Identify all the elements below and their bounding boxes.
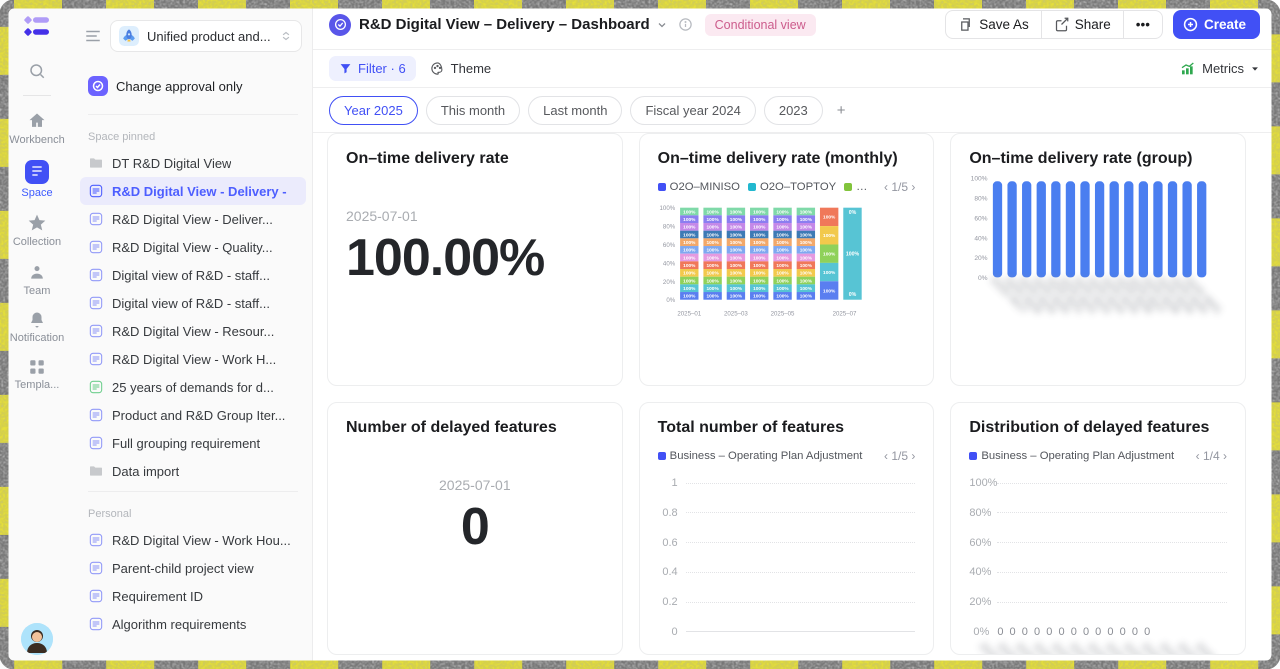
svg-text:100%: 100% (683, 225, 696, 231)
svg-text:100%: 100% (971, 176, 988, 183)
svg-text:100%: 100% (683, 294, 696, 300)
svg-text:100%: 100% (823, 288, 836, 294)
svg-text:100%: 100% (683, 209, 696, 215)
svg-text:100%: 100% (683, 232, 696, 238)
svg-text:100%: 100% (683, 217, 696, 223)
svg-text:100%: 100% (776, 217, 789, 223)
svg-text:20%: 20% (975, 255, 988, 262)
svg-text:100%: 100% (753, 286, 766, 292)
svg-text:100%: 100% (683, 278, 696, 284)
svg-text:100%: 100% (776, 286, 789, 292)
svg-text:100%: 100% (799, 263, 812, 269)
svg-text:80%: 80% (975, 196, 988, 203)
svg-text:100%: 100% (753, 209, 766, 215)
svg-text:100%: 100% (776, 232, 789, 238)
svg-text:100%: 100% (659, 205, 675, 212)
svg-text:100%: 100% (753, 255, 766, 261)
svg-text:100%: 100% (776, 263, 789, 269)
svg-text:100%: 100% (683, 271, 696, 277)
svg-text:100%: 100% (799, 286, 812, 292)
svg-text:100%: 100% (776, 225, 789, 231)
svg-text:100%: 100% (729, 217, 742, 223)
svg-text:100%: 100% (753, 294, 766, 300)
svg-text:100%: 100% (776, 209, 789, 215)
svg-text:100%: 100% (729, 286, 742, 292)
svg-text:100%: 100% (706, 209, 719, 215)
svg-text:100%: 100% (729, 248, 742, 254)
svg-text:100%: 100% (683, 248, 696, 254)
svg-text:100%: 100% (753, 232, 766, 238)
svg-text:100%: 100% (729, 278, 742, 284)
svg-text:100%: 100% (845, 252, 859, 258)
svg-text:100%: 100% (776, 278, 789, 284)
svg-text:40%: 40% (975, 235, 988, 242)
svg-text:100%: 100% (706, 217, 719, 223)
svg-text:100%: 100% (683, 255, 696, 261)
svg-text:100%: 100% (706, 240, 719, 246)
svg-text:0%: 0% (848, 292, 856, 298)
svg-text:60%: 60% (975, 215, 988, 222)
svg-text:2025–01: 2025–01 (677, 311, 701, 318)
svg-text:20%: 20% (663, 279, 676, 286)
svg-text:100%: 100% (729, 232, 742, 238)
svg-text:100%: 100% (823, 233, 836, 239)
svg-text:100%: 100% (729, 209, 742, 215)
svg-text:100%: 100% (729, 263, 742, 269)
svg-text:100%: 100% (706, 232, 719, 238)
svg-text:100%: 100% (776, 294, 789, 300)
svg-text:100%: 100% (753, 271, 766, 277)
svg-text:100%: 100% (683, 263, 696, 269)
svg-text:100%: 100% (799, 255, 812, 261)
svg-text:2025–05: 2025–05 (770, 311, 794, 318)
svg-text:100%: 100% (706, 286, 719, 292)
svg-text:100%: 100% (706, 263, 719, 269)
svg-text:100%: 100% (799, 225, 812, 231)
svg-text:100%: 100% (753, 278, 766, 284)
svg-text:60%: 60% (663, 242, 676, 249)
svg-text:100%: 100% (799, 271, 812, 277)
svg-text:100%: 100% (776, 248, 789, 254)
svg-text:100%: 100% (753, 248, 766, 254)
svg-text:100%: 100% (799, 278, 812, 284)
svg-text:100%: 100% (753, 225, 766, 231)
svg-text:100%: 100% (729, 271, 742, 277)
svg-text:100%: 100% (753, 240, 766, 246)
svg-text:100%: 100% (799, 240, 812, 246)
svg-text:100%: 100% (706, 271, 719, 277)
svg-text:100%: 100% (683, 240, 696, 246)
svg-text:2025–03: 2025–03 (724, 311, 748, 318)
svg-text:100%: 100% (706, 225, 719, 231)
svg-text:100%: 100% (729, 255, 742, 261)
svg-text:100%: 100% (753, 263, 766, 269)
svg-text:100%: 100% (799, 248, 812, 254)
svg-text:100%: 100% (706, 278, 719, 284)
svg-text:40%: 40% (663, 260, 676, 267)
svg-text:0%: 0% (666, 297, 675, 304)
svg-text:100%: 100% (729, 225, 742, 231)
svg-text:100%: 100% (823, 215, 836, 221)
svg-text:100%: 100% (706, 255, 719, 261)
svg-text:100%: 100% (799, 232, 812, 238)
svg-text:100%: 100% (683, 286, 696, 292)
svg-text:100%: 100% (776, 240, 789, 246)
svg-text:100%: 100% (753, 217, 766, 223)
svg-text:100%: 100% (823, 252, 836, 258)
svg-text:80%: 80% (663, 224, 676, 231)
svg-text:100%: 100% (799, 294, 812, 300)
svg-text:100%: 100% (706, 294, 719, 300)
svg-text:100%: 100% (729, 294, 742, 300)
svg-text:2025–07: 2025–07 (832, 311, 856, 318)
svg-text:100%: 100% (799, 217, 812, 223)
svg-text:100%: 100% (776, 271, 789, 277)
svg-text:100%: 100% (776, 255, 789, 261)
svg-text:100%: 100% (799, 209, 812, 215)
svg-text:100%: 100% (706, 248, 719, 254)
svg-text:100%: 100% (729, 240, 742, 246)
svg-text:0%: 0% (848, 210, 856, 216)
svg-text:100%: 100% (823, 270, 836, 276)
